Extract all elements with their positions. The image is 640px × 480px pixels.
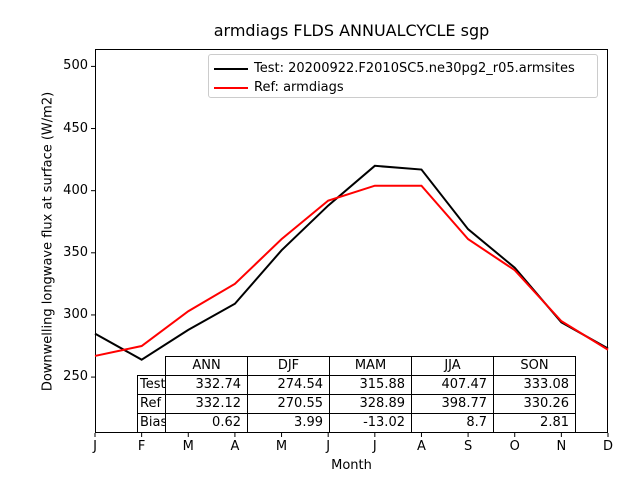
axes-frame: [95, 49, 608, 433]
x-tick-label: F: [137, 439, 146, 454]
table-cell: 332.12: [165, 394, 248, 414]
y-tick-label: 450: [63, 120, 88, 136]
table-cell: 332.74: [165, 375, 248, 395]
x-tick-label: S: [463, 439, 473, 454]
legend-line-sample: [214, 86, 248, 89]
series-line-ref: [94, 184, 609, 357]
x-tick-label: M: [182, 439, 194, 454]
table-header-cell: DJF: [247, 356, 330, 376]
stats-table: ANN DJF MAM JJA SON Test 332.74 274.54 3…: [137, 356, 576, 433]
chart-title: armdiags FLDS ANNUALCYCLE sgp: [213, 21, 490, 40]
legend-item-test: Test: 20200922.F2010SC5.ne30pg2_r05.arms…: [214, 59, 597, 78]
table-cell: 8.7: [411, 413, 494, 433]
table-cell: -13.02: [329, 413, 412, 433]
y-tick-label: 500: [63, 58, 88, 74]
table-header-cell: JJA: [411, 356, 494, 376]
table-row-label: Ref: [137, 394, 166, 414]
table-cell: 274.54: [247, 375, 330, 395]
table-cell: 3.99: [247, 413, 330, 433]
legend: Test: 20200922.F2010SC5.ne30pg2_r05.arms…: [208, 54, 598, 98]
y-tick-label: 250: [63, 369, 88, 385]
table-row-bias: Bias 0.62 3.99 -13.02 8.7 2.81: [137, 413, 576, 433]
legend-label-ref: Ref: armdiags: [254, 80, 344, 95]
table-cell: 2.81: [493, 413, 576, 433]
table-cell: 407.47: [411, 375, 494, 395]
y-tick-label: 400: [63, 182, 88, 198]
table-cell: 315.88: [329, 375, 412, 395]
table-header-cell: MAM: [329, 356, 412, 376]
x-tick-label: J: [326, 439, 331, 454]
x-tick-label: J: [372, 439, 377, 454]
legend-line-sample: [214, 67, 248, 70]
table-cell: 0.62: [165, 413, 248, 433]
x-tick-label: D: [602, 439, 613, 454]
table-header-cell: SON: [493, 356, 576, 376]
series-line-test: [94, 164, 609, 361]
plot-area: [91, 49, 609, 437]
table-header-cell: ANN: [165, 356, 248, 376]
y-tick-label: 350: [63, 244, 88, 260]
table-cell: 328.89: [329, 394, 412, 414]
table-cell: 330.26: [493, 394, 576, 414]
x-tick-label: M: [275, 439, 288, 454]
legend-label-test: Test: 20200922.F2010SC5.ne30pg2_r05.arms…: [254, 61, 575, 76]
table-corner-blank: [138, 357, 166, 376]
table-cell: 270.55: [247, 394, 330, 414]
x-tick-label: O: [509, 439, 520, 454]
x-tick-label: J: [93, 439, 97, 454]
legend-item-ref: Ref: armdiags: [214, 78, 597, 97]
table-row-label: Test: [137, 375, 166, 395]
table-row-ref: Ref 332.12 270.55 328.89 398.77 330.26: [137, 394, 576, 414]
table-row-test: Test 332.74 274.54 315.88 407.47 333.08: [137, 375, 576, 395]
table-header-row: ANN DJF MAM JJA SON: [138, 356, 576, 376]
y-tick-label: 300: [63, 306, 88, 322]
x-axis-label: Month: [331, 458, 372, 473]
x-tick-label: A: [417, 439, 426, 454]
table-cell: 333.08: [493, 375, 576, 395]
x-tick-label: A: [230, 439, 240, 454]
table-row-label: Bias: [137, 413, 166, 433]
table-cell: 398.77: [411, 394, 494, 414]
x-tick-label: N: [556, 439, 567, 454]
